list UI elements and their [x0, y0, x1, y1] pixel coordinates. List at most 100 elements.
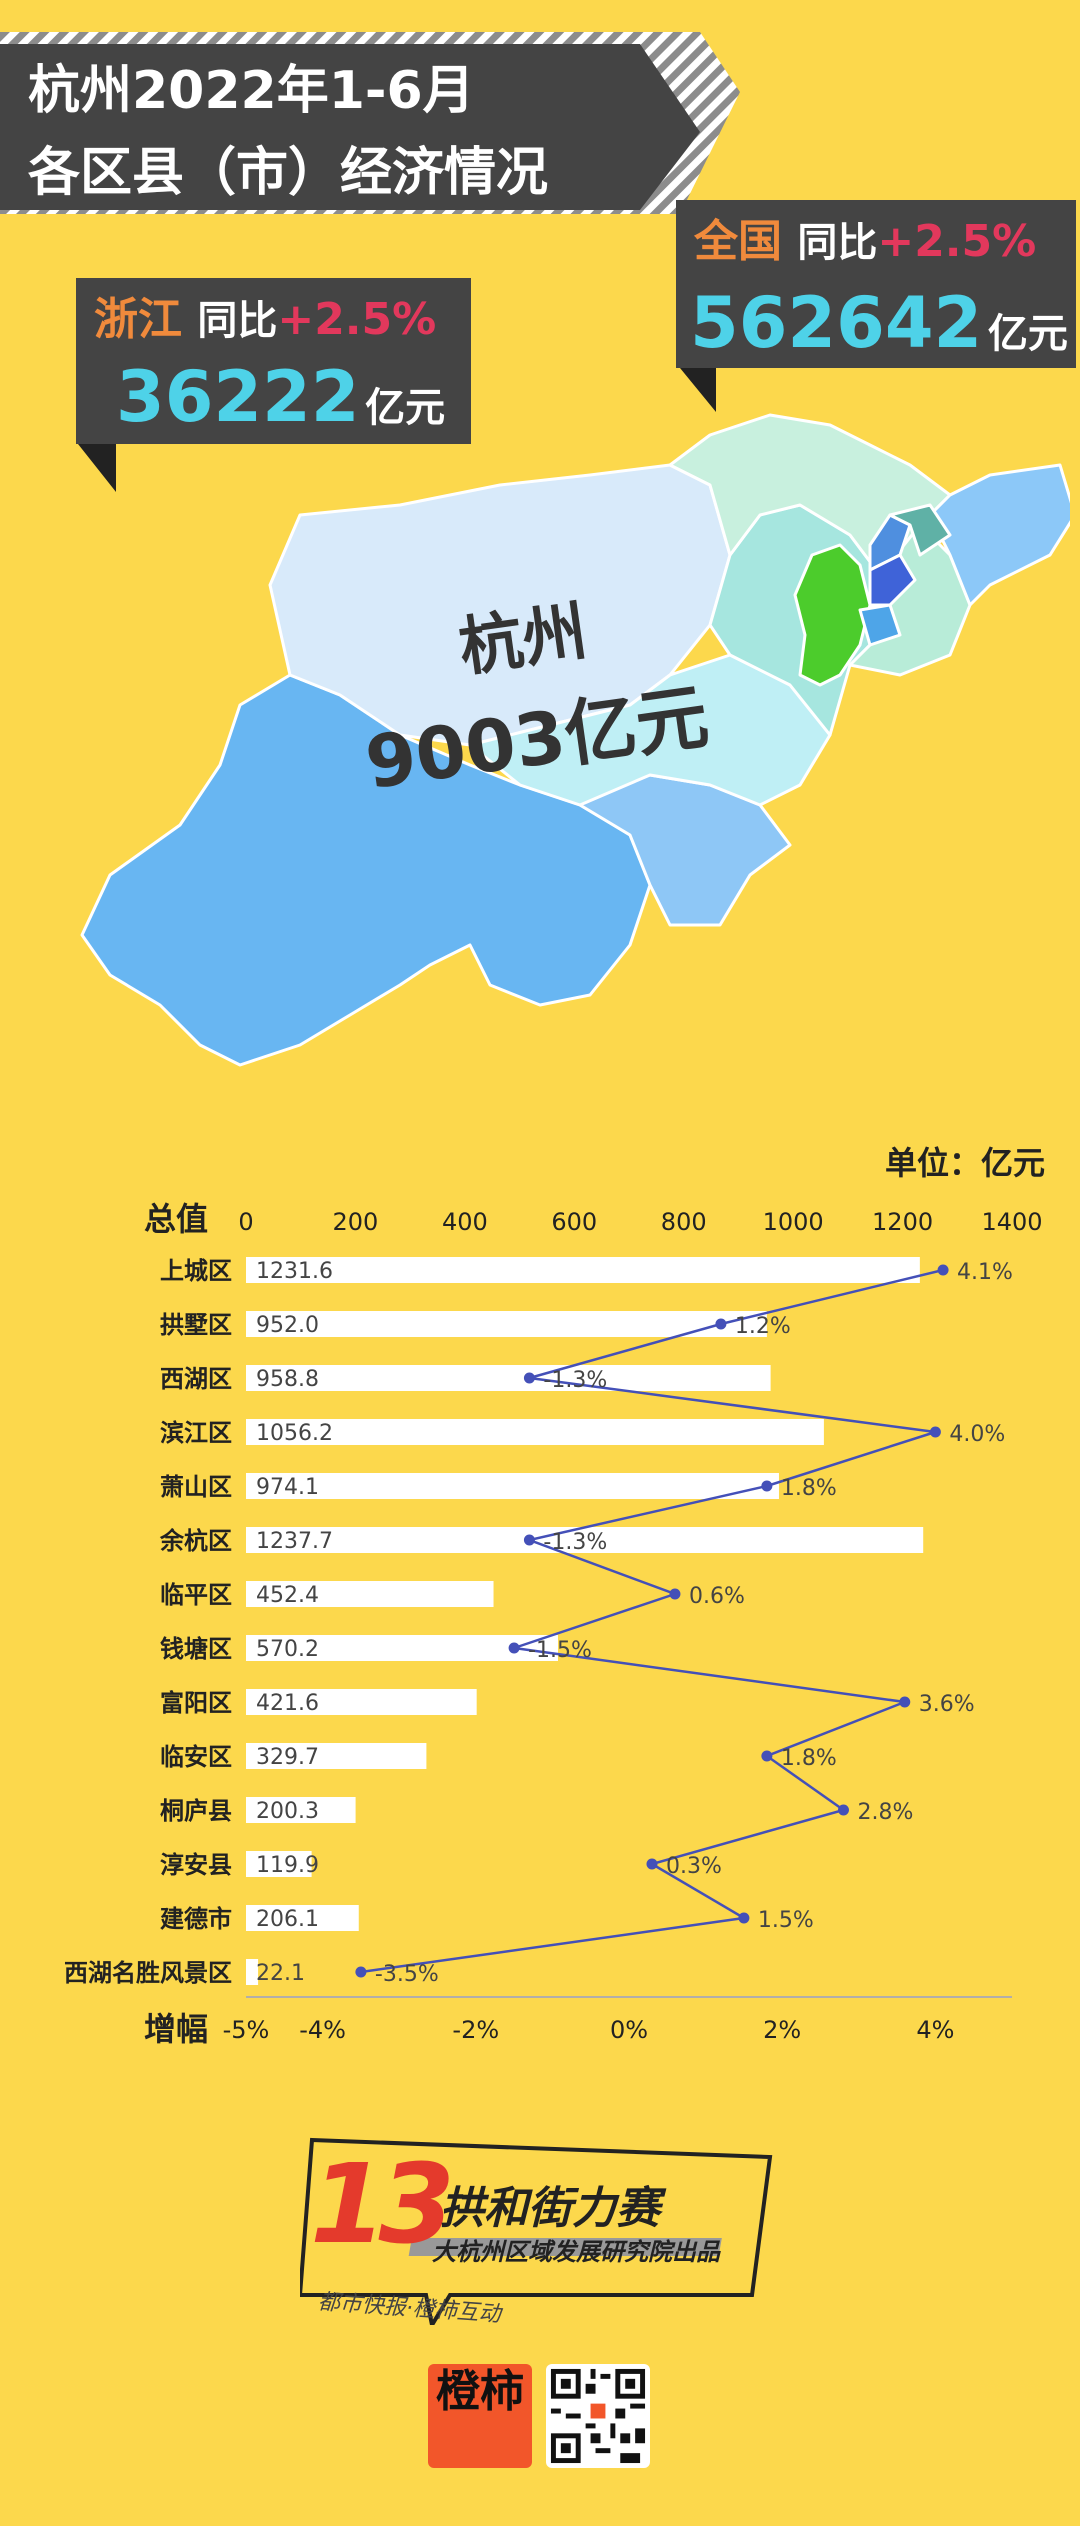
top-tick-label: 800: [661, 1208, 707, 1236]
map-region-xihu: [793, 543, 872, 687]
zhejiang-callout: 浙江 同比+2.5%: [94, 292, 436, 349]
growth-value-label: 2.8%: [857, 1800, 913, 1825]
growth-point: [929, 1426, 941, 1438]
gdp-bar: [246, 1635, 558, 1661]
top-tick-label: 1200: [872, 1208, 933, 1236]
category-label: 淳安县: [160, 1851, 232, 1879]
growth-value-label: -3.5%: [375, 1962, 439, 1987]
growth-point: [523, 1372, 535, 1384]
qr-code: [546, 2364, 650, 2468]
national-yoy-value: +2.5%: [877, 216, 1037, 267]
map-region-shangcheng: [868, 553, 917, 607]
zhejiang-value: 36222: [116, 356, 360, 438]
growth-value-label: 0.6%: [689, 1584, 745, 1609]
category-label: 临安区: [160, 1743, 232, 1771]
title-banner: [0, 32, 740, 214]
gdp-value-label: 206.1: [256, 1907, 319, 1932]
growth-point: [646, 1858, 658, 1870]
gdp-bar: [246, 1527, 924, 1553]
gdp-bar: [246, 1365, 771, 1391]
gdp-bar: [246, 1959, 259, 1985]
growth-value-label: 0.3%: [666, 1854, 722, 1879]
growth-point: [355, 1966, 367, 1978]
growth-value-label: 3.6%: [919, 1692, 975, 1717]
category-label: 滨江区: [160, 1419, 232, 1447]
logo-subtitle: 大杭州区域发展研究院出品: [432, 2238, 720, 2266]
hangzhou-district-map: [80, 413, 1070, 1067]
event-logo: [300, 2137, 773, 2325]
bottom-tick-label: 2%: [763, 2016, 801, 2044]
zhejiang-value-row: 36222 亿元: [116, 356, 445, 438]
top-tick-label: 400: [442, 1208, 488, 1236]
category-label: 临平区: [160, 1581, 232, 1609]
gdp-bar: [246, 1581, 494, 1607]
category-label: 西湖名胜风景区: [64, 1959, 232, 1987]
gdp-value-label: 1237.7: [256, 1529, 333, 1554]
gdp-bar: [246, 1797, 356, 1823]
gdp-value-label: 974.1: [256, 1475, 319, 1500]
growth-point: [937, 1264, 949, 1276]
growth-value-label: 1.5%: [758, 1908, 814, 1933]
category-label: 西湖区: [160, 1365, 232, 1393]
growth-value-label: -1.3%: [543, 1368, 607, 1393]
gdp-value-label: 200.3: [256, 1799, 319, 1824]
gdp-bar: [246, 1905, 359, 1931]
growth-value-label: -1.3%: [543, 1530, 607, 1555]
growth-point: [715, 1318, 727, 1330]
growth-value-label: 1.8%: [781, 1476, 837, 1501]
gdp-value-label: 570.2: [256, 1637, 319, 1662]
gdp-value-label: 329.7: [256, 1745, 319, 1770]
gdp-value-label: 22.1: [256, 1961, 305, 1986]
gdp-value-label: 421.6: [256, 1691, 319, 1716]
bottom-tick-label: 4%: [916, 2016, 954, 2044]
growth-point: [508, 1642, 520, 1654]
zhejiang-unit: 亿元: [365, 385, 446, 431]
zhejiang-label: 浙江: [94, 294, 182, 345]
growth-point: [738, 1912, 750, 1924]
national-callout: 全国 同比+2.5%: [694, 214, 1036, 271]
bottom-tick-label: -4%: [299, 2016, 346, 2044]
bottom-tick-label: 0%: [610, 2016, 648, 2044]
logo-title: 拱和街力赛: [440, 2183, 660, 2234]
category-label: 建德市: [160, 1905, 232, 1933]
map-region-gongshu: [868, 513, 912, 572]
title-line-2: 各区县（市）经济情况: [28, 143, 549, 203]
zhejiang-yoy-value: +2.5%: [277, 294, 437, 345]
gdp-bar: [246, 1689, 477, 1715]
gdp-bar: [246, 1851, 312, 1877]
category-label: 桐庐县: [160, 1797, 232, 1825]
category-label: 富阳区: [160, 1689, 232, 1717]
growth-point: [523, 1534, 535, 1546]
gdp-value-label: 952.0: [256, 1313, 319, 1338]
zhejiang-yoy-label: 同比: [197, 298, 278, 344]
growth-point: [837, 1804, 849, 1816]
gdp-bar: [246, 1743, 427, 1769]
category-label: 萧山区: [160, 1473, 232, 1501]
top-axis-title: 总值: [144, 1200, 208, 1238]
gdp-value-label: 958.8: [256, 1367, 319, 1392]
growth-value-label: 4.1%: [957, 1260, 1013, 1285]
growth-point: [761, 1750, 773, 1762]
top-tick-label: 1000: [763, 1208, 824, 1236]
title-line-1: 杭州2022年1-6月: [28, 61, 475, 121]
category-label: 余杭区: [159, 1527, 232, 1555]
growth-value-label: -1.5%: [528, 1638, 592, 1663]
growth-value-label: 4.0%: [949, 1422, 1005, 1447]
qr-code-pattern: [550, 2368, 646, 2464]
growth-point: [899, 1696, 911, 1708]
gdp-bar: [246, 1473, 779, 1499]
map-region-linping: [888, 503, 952, 557]
national-unit: 亿元: [987, 311, 1068, 357]
top-tick-label: 600: [551, 1208, 597, 1236]
growth-point: [669, 1588, 681, 1600]
bottom-axis-title: 增幅: [144, 2010, 208, 2048]
gdp-value-label: 119.9: [256, 1853, 319, 1878]
national-value: 562642: [690, 282, 983, 364]
gdp-bar: [246, 1419, 824, 1445]
national-label: 全国: [694, 216, 782, 267]
unit-label: 单位：亿元: [885, 1144, 1045, 1182]
growth-line: [360, 1268, 944, 1974]
zhejiang-callout-box: [76, 278, 471, 492]
map-region-binjiang: [858, 603, 902, 647]
gdp-value-label: 452.4: [256, 1583, 319, 1608]
